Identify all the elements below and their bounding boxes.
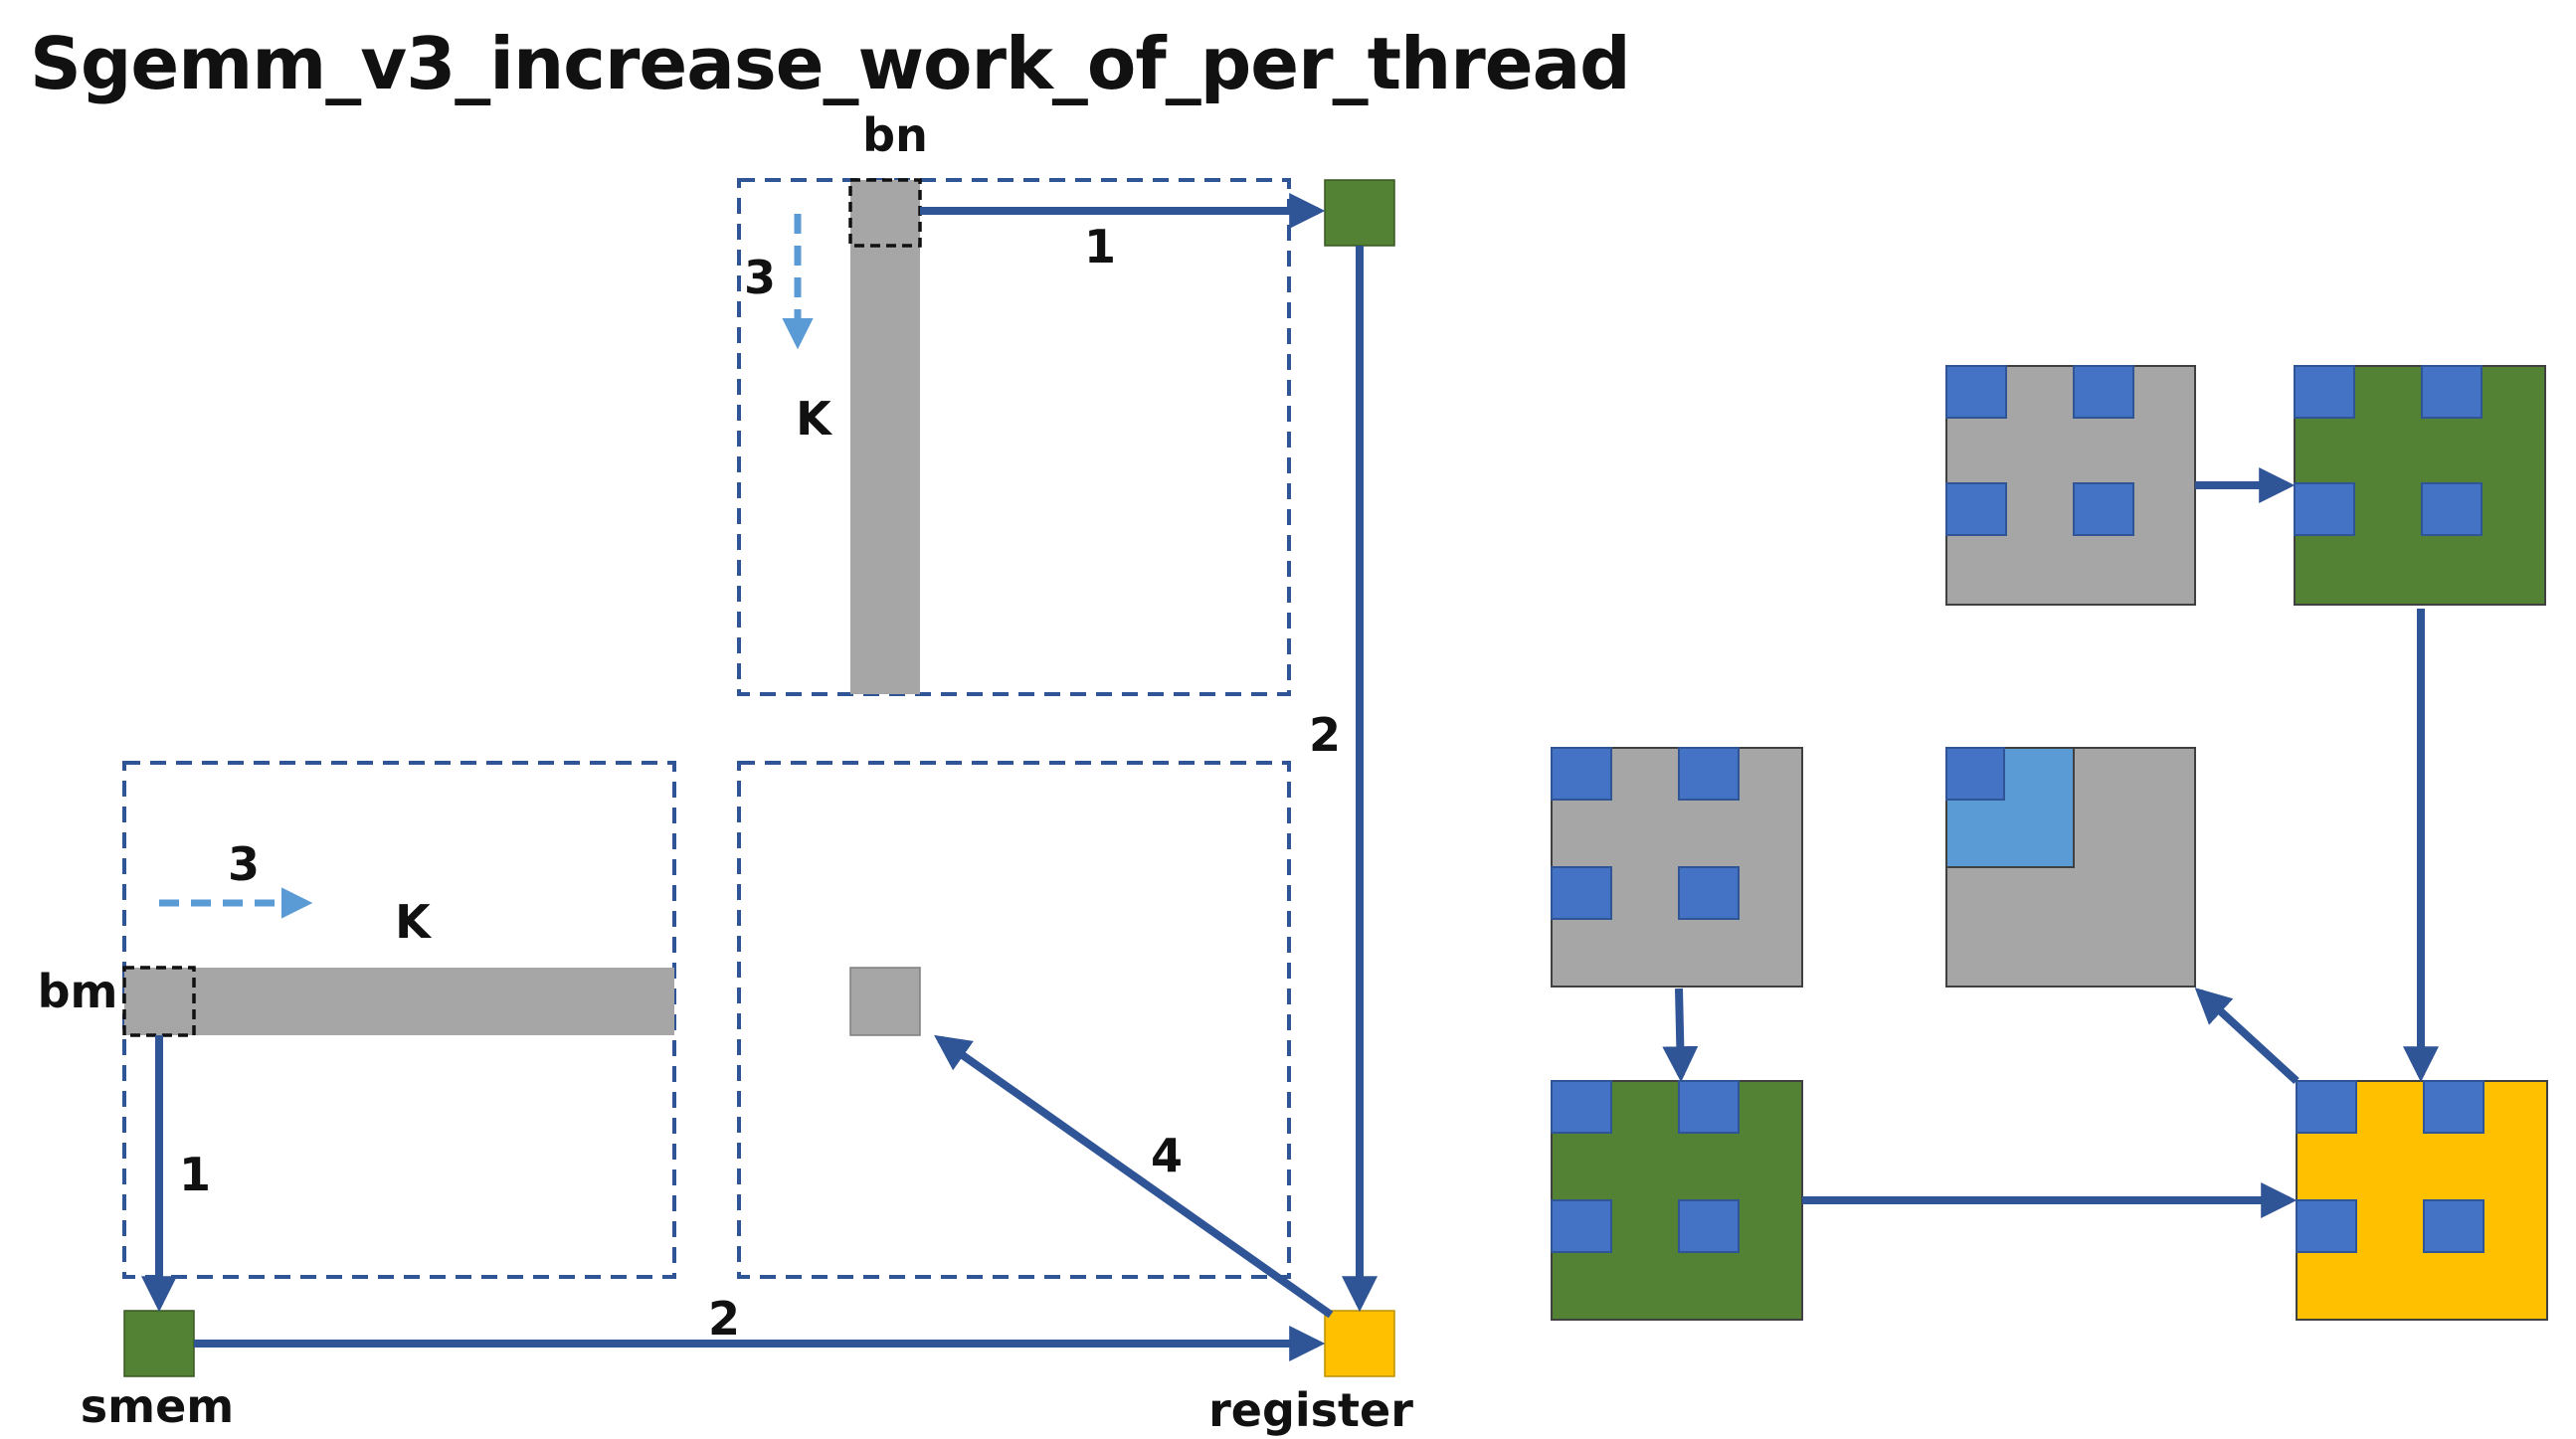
block-green-bottom bbox=[1551, 1080, 1803, 1321]
blue-cell bbox=[2294, 365, 2355, 419]
label-step-2-bottom: 2 bbox=[708, 1292, 740, 1346]
a-row-strip bbox=[124, 968, 674, 1035]
blue-cell bbox=[2423, 1080, 2484, 1134]
blue-cell bbox=[2296, 1080, 2357, 1134]
a-selected-element bbox=[122, 966, 196, 1037]
blue-cell bbox=[1678, 866, 1740, 920]
blue-cell bbox=[1678, 1199, 1740, 1253]
block-gray-center bbox=[1945, 747, 2196, 988]
label-step-2-right: 2 bbox=[1309, 708, 1341, 762]
block-green-top bbox=[2294, 365, 2546, 606]
blue-cell bbox=[2421, 365, 2483, 419]
blue-cell bbox=[1551, 1199, 1612, 1253]
label-k-top: K bbox=[796, 392, 833, 446]
blue-cell bbox=[2423, 1199, 2484, 1253]
blue-cell bbox=[1678, 747, 1740, 801]
label-step-4: 4 bbox=[1151, 1129, 1183, 1182]
page-title: Sgemm_v3_increase_work_of_per_thread bbox=[30, 22, 1631, 105]
blue-cell bbox=[1551, 1080, 1612, 1134]
label-bn: bn bbox=[862, 108, 928, 162]
label-step-3-left: 3 bbox=[228, 837, 260, 891]
blue-cell bbox=[2073, 365, 2134, 419]
label-k-left: K bbox=[395, 895, 433, 949]
blue-cell bbox=[1551, 747, 1612, 801]
register-square bbox=[1324, 1310, 1395, 1377]
block-gray-top bbox=[1945, 365, 2196, 606]
smem-square-top bbox=[1324, 179, 1395, 247]
label-bm: bm bbox=[38, 965, 118, 1018]
blue-cell bbox=[2296, 1199, 2357, 1253]
arrow-gray-to-green-bottom bbox=[1662, 988, 1699, 1083]
blue-cell bbox=[1678, 1080, 1740, 1134]
blue-cell bbox=[1945, 747, 2005, 801]
smem-square bbox=[123, 1310, 195, 1377]
label-register: register bbox=[1208, 1383, 1413, 1437]
label-smem: smem bbox=[81, 1379, 234, 1433]
c-element bbox=[849, 967, 921, 1036]
label-step-3-top: 3 bbox=[744, 251, 776, 304]
block-gray-left bbox=[1551, 747, 1803, 988]
blue-cell bbox=[1551, 866, 1612, 920]
label-step-1-left: 1 bbox=[179, 1148, 211, 1201]
blue-cell bbox=[1945, 365, 2007, 419]
label-step-1-top: 1 bbox=[1084, 220, 1116, 273]
matrix-b-tile-box bbox=[737, 178, 1291, 696]
blue-cell bbox=[2294, 482, 2355, 536]
block-yellow bbox=[2296, 1080, 2548, 1321]
b-column-strip bbox=[850, 180, 920, 694]
matrix-c-tile-box bbox=[737, 761, 1291, 1279]
arrow-4 bbox=[934, 1034, 1334, 1319]
blue-cell bbox=[1945, 482, 2007, 536]
arrow-yellow-to-center bbox=[2194, 988, 2300, 1084]
blue-cell bbox=[2073, 482, 2134, 536]
blue-cell bbox=[2421, 482, 2483, 536]
